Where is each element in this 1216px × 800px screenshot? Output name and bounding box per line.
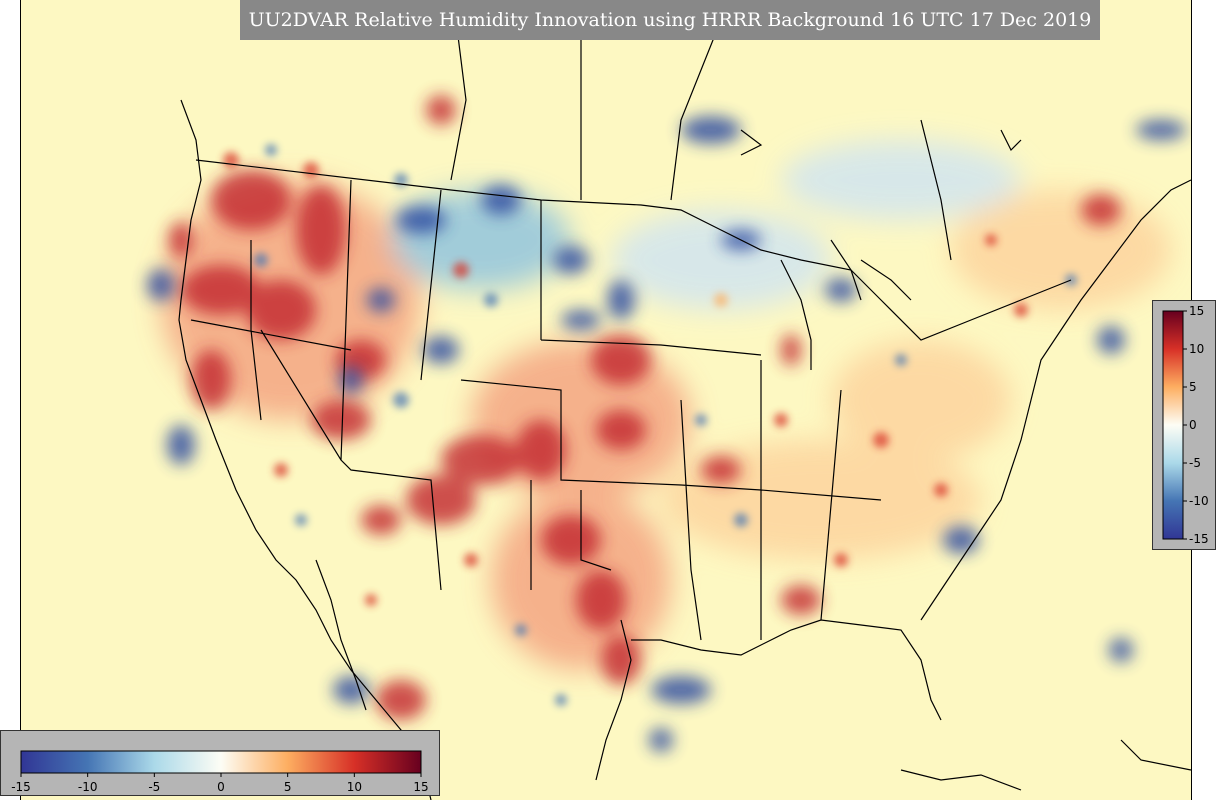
colorbar-tick-label: 10 (1189, 342, 1204, 356)
colorbar-tick-label: -10 (1189, 494, 1209, 508)
coastlines-and-borders (178, 19, 1191, 800)
colorbar-tick-label: 5 (1189, 380, 1197, 394)
colorbar-tick-label: -5 (148, 780, 160, 794)
vertical-colorbar-panel: 15 10 5 0 -5 -10 -15 (1152, 300, 1216, 550)
colorbar-tick-label: -15 (1189, 532, 1209, 546)
colorbar-gradient (20, 750, 422, 774)
colorbar-tick-label: 10 (347, 780, 362, 794)
colorbar-tick-label: -15 (11, 780, 31, 794)
map-area (20, 0, 1192, 800)
texture-speckles (223, 144, 1077, 706)
colorbar-tick-label: -5 (1189, 456, 1201, 470)
colorbar-tick-label: 0 (1189, 418, 1197, 432)
vertical-colorbar: 15 10 5 0 -5 -10 -15 (1162, 304, 1209, 546)
colorbar-tick-label: 15 (1189, 304, 1204, 318)
map-title: UU2DVAR Relative Humidity Innovation usi… (240, 0, 1100, 40)
colorbar-tick-label: 5 (284, 780, 292, 794)
colorbar-tick-label: 15 (413, 780, 428, 794)
moist-anomaly-patches (147, 116, 1186, 752)
humidity-innovation-map (147, 19, 1191, 800)
horizontal-colorbar: -15 -10 -5 0 5 10 15 (11, 750, 429, 794)
horizontal-colorbar-panel: -15 -10 -5 0 5 10 15 (0, 730, 440, 796)
colorbar-tick-label: 0 (217, 780, 225, 794)
colorbar-gradient (1162, 310, 1184, 540)
colorbar-tick-label: -10 (78, 780, 98, 794)
